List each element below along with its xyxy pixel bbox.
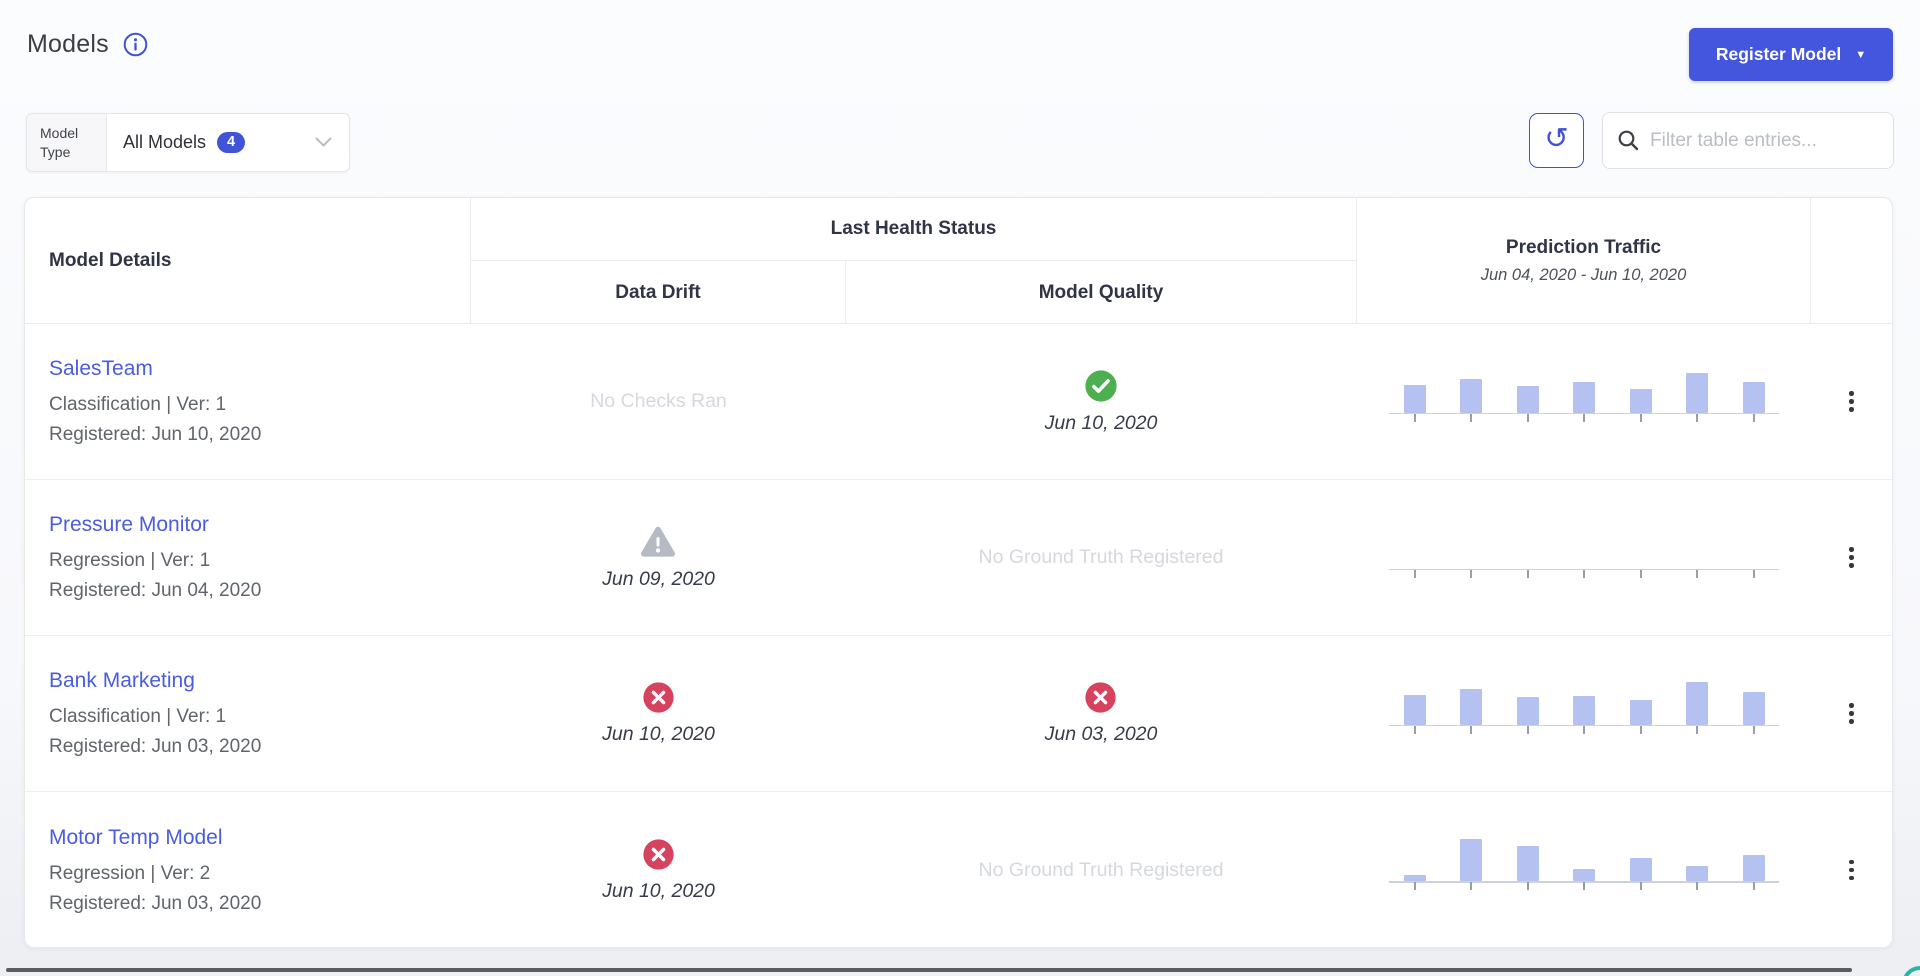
column-header-actions bbox=[1811, 198, 1892, 324]
model-details-cell: Bank Marketing Classification | Ver: 1 R… bbox=[25, 636, 471, 791]
prediction-traffic-cell bbox=[1356, 324, 1811, 479]
chevron-down-icon bbox=[315, 137, 332, 147]
status-badge: Jun 03, 2020 bbox=[1044, 681, 1158, 746]
row-actions-menu-icon[interactable] bbox=[1841, 539, 1862, 576]
status-badge: Jun 10, 2020 bbox=[602, 838, 715, 903]
caret-down-icon: ▼ bbox=[1855, 49, 1867, 61]
model-quality-empty-status: No Ground Truth Registered bbox=[978, 858, 1224, 881]
page-header: Models bbox=[27, 30, 148, 59]
actions-cell bbox=[1811, 636, 1892, 791]
status-badge: Jun 10, 2020 bbox=[1044, 369, 1158, 435]
register-model-button[interactable]: Register Model ▼ bbox=[1689, 28, 1893, 81]
model-quality-cell: No Ground Truth Registered bbox=[846, 480, 1356, 635]
status-date: Jun 03, 2020 bbox=[1044, 723, 1158, 745]
prediction-traffic-date-range: Jun 04, 2020 - Jun 10, 2020 bbox=[1480, 266, 1687, 284]
model-quality-cell: Jun 03, 2020 bbox=[846, 636, 1356, 791]
row-actions-menu-icon[interactable] bbox=[1841, 695, 1862, 732]
column-header-data-drift: Data Drift bbox=[471, 261, 846, 324]
table-search bbox=[1602, 112, 1894, 169]
model-name-link[interactable]: Pressure Monitor bbox=[49, 513, 209, 536]
column-header-model-quality: Model Quality bbox=[1038, 281, 1164, 303]
register-model-label: Register Model bbox=[1715, 44, 1842, 64]
model-name-link[interactable]: Motor Temp Model bbox=[49, 825, 223, 849]
search-icon bbox=[1618, 130, 1639, 151]
refresh-icon: ↺ bbox=[1544, 121, 1569, 155]
status-date: Jun 10, 2020 bbox=[602, 879, 715, 902]
page-title: Models bbox=[27, 30, 109, 58]
model-name-link[interactable]: Bank Marketing bbox=[49, 669, 195, 692]
model-details-cell: Pressure Monitor Regression | Ver: 1 Reg… bbox=[25, 480, 471, 635]
model-type-filter[interactable]: Model Type All Models 4 bbox=[26, 113, 350, 172]
prediction-traffic-chart bbox=[1388, 678, 1779, 750]
actions-cell bbox=[1811, 792, 1892, 947]
model-quality-cell: No Ground Truth Registered bbox=[846, 792, 1356, 947]
prediction-traffic-cell bbox=[1356, 792, 1811, 947]
model-meta: Regression | Ver: 1 bbox=[49, 550, 211, 571]
model-type-filter-label: Model Type bbox=[27, 114, 107, 171]
prediction-traffic-chart bbox=[1388, 834, 1779, 906]
data-drift-empty-status: No Checks Ran bbox=[590, 390, 727, 412]
row-actions-menu-icon[interactable] bbox=[1841, 383, 1862, 420]
prediction-traffic-chart bbox=[1388, 366, 1779, 438]
model-registered: Registered: Jun 04, 2020 bbox=[49, 580, 262, 601]
model-quality-empty-status: No Ground Truth Registered bbox=[978, 546, 1224, 568]
row-actions-menu-icon[interactable] bbox=[1841, 852, 1862, 889]
status-date: Jun 10, 2020 bbox=[1044, 411, 1158, 434]
prediction-traffic-title: Prediction Traffic bbox=[1505, 237, 1662, 258]
prediction-traffic-cell bbox=[1356, 480, 1811, 635]
model-meta: Regression | Ver: 2 bbox=[49, 862, 211, 884]
model-meta: Classification | Ver: 1 bbox=[49, 706, 227, 727]
status-badge: Jun 09, 2020 bbox=[602, 525, 715, 591]
column-header-prediction-traffic: Prediction Traffic Jun 04, 2020 - Jun 10… bbox=[1356, 198, 1811, 324]
data-drift-cell: No Checks Ran bbox=[471, 324, 846, 479]
table-row: Bank Marketing Classification | Ver: 1 R… bbox=[25, 636, 1892, 792]
actions-cell bbox=[1811, 324, 1892, 479]
status-date: Jun 10, 2020 bbox=[602, 723, 715, 745]
models-table: Model Details Last Health Status Data Dr… bbox=[24, 197, 1893, 948]
search-input[interactable] bbox=[1650, 129, 1881, 152]
data-drift-cell: Jun 09, 2020 bbox=[471, 480, 846, 635]
column-header-last-health-status: Last Health Status bbox=[471, 198, 1356, 261]
error-x-icon bbox=[643, 838, 674, 870]
chat-bubble-icon[interactable] bbox=[1902, 966, 1920, 976]
info-icon[interactable] bbox=[123, 32, 148, 57]
data-drift-cell: Jun 10, 2020 bbox=[471, 636, 846, 791]
status-date: Jun 09, 2020 bbox=[602, 567, 715, 590]
model-registered: Registered: Jun 10, 2020 bbox=[49, 424, 262, 445]
error-x-icon bbox=[643, 682, 674, 713]
model-type-filter-value: All Models bbox=[123, 132, 207, 152]
error-x-icon bbox=[1085, 682, 1117, 713]
table-row: Motor Temp Model Regression | Ver: 2 Reg… bbox=[25, 792, 1892, 947]
model-details-cell: SalesTeam Classification | Ver: 1 Regist… bbox=[25, 324, 471, 479]
model-registered: Registered: Jun 03, 2020 bbox=[49, 736, 262, 757]
warning-triangle-icon bbox=[641, 526, 676, 557]
data-drift-cell: Jun 10, 2020 bbox=[471, 792, 846, 947]
table-row: Pressure Monitor Regression | Ver: 1 Reg… bbox=[25, 480, 1892, 636]
model-count-badge: 4 bbox=[217, 131, 246, 154]
actions-cell bbox=[1811, 480, 1892, 635]
status-badge: Jun 10, 2020 bbox=[602, 681, 715, 746]
video-progress-bar bbox=[6, 968, 1852, 972]
table-header: Model Details Last Health Status Data Dr… bbox=[25, 198, 1892, 324]
success-check-icon bbox=[1085, 369, 1117, 402]
model-meta: Classification | Ver: 1 bbox=[49, 394, 227, 415]
model-quality-cell: Jun 10, 2020 bbox=[846, 324, 1356, 479]
table-row: SalesTeam Classification | Ver: 1 Regist… bbox=[25, 324, 1892, 480]
model-details-cell: Motor Temp Model Regression | Ver: 2 Reg… bbox=[25, 792, 471, 947]
refresh-button[interactable]: ↺ bbox=[1529, 113, 1584, 168]
model-name-link[interactable]: SalesTeam bbox=[49, 357, 153, 380]
prediction-traffic-chart bbox=[1388, 522, 1779, 594]
prediction-traffic-cell bbox=[1356, 636, 1811, 791]
column-header-model-details: Model Details bbox=[25, 198, 471, 324]
model-registered: Registered: Jun 03, 2020 bbox=[49, 892, 262, 914]
